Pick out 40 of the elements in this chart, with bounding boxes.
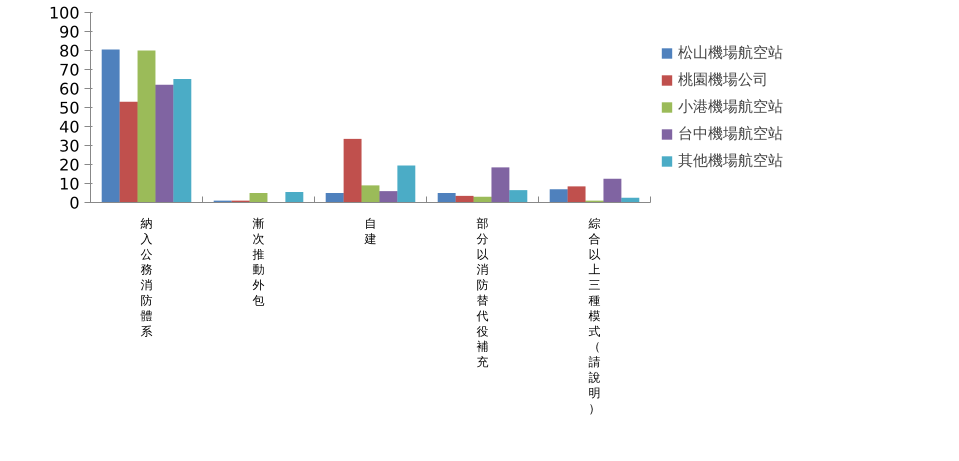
bar <box>397 165 416 202</box>
y-tick-label: 90 <box>59 22 80 42</box>
y-tick-label: 70 <box>59 60 80 80</box>
bar <box>509 190 528 202</box>
bar <box>102 50 120 202</box>
legend-label: 桃園機場公司 <box>678 70 768 90</box>
bar <box>603 178 622 202</box>
bar <box>173 79 192 202</box>
bar <box>138 50 156 202</box>
bar <box>285 192 304 202</box>
bar <box>456 196 474 202</box>
y-tick-label: 10 <box>59 174 80 194</box>
y-tick-label: 0 <box>69 194 80 212</box>
x-tick-label: 漸次推動外包 <box>252 216 264 308</box>
bar <box>344 138 362 202</box>
bar <box>491 167 510 202</box>
bar <box>326 193 344 202</box>
y-tick-label: 50 <box>59 98 80 118</box>
legend-label: 台中機場航空站 <box>678 124 783 144</box>
category-label: 部分以消防替代役補充 <box>476 216 488 370</box>
x-tick-label: 自建 <box>364 216 376 246</box>
legend-label: 小港機場航空站 <box>678 98 783 116</box>
bar <box>550 189 568 202</box>
y-tick-label: 30 <box>59 136 80 156</box>
y-tick-label: 40 <box>59 118 80 136</box>
bar <box>379 191 398 202</box>
bar <box>155 84 174 202</box>
y-tick-label: 20 <box>59 156 80 174</box>
bar <box>250 193 268 202</box>
bar <box>438 193 456 202</box>
bar <box>120 102 138 202</box>
x-tick-label: 納入公務消防體系 <box>140 216 152 338</box>
bar <box>568 186 586 202</box>
y-tick-label: 60 <box>59 80 80 98</box>
legend-label: 其他機場航空站 <box>678 152 783 170</box>
y-tick-label: 80 <box>59 42 80 60</box>
legend-label: 松山機場航空站 <box>678 44 783 62</box>
y-tick-label: 100 <box>48 4 80 22</box>
category-label: 綜合以上三種模式（請說明） <box>588 216 600 416</box>
bar <box>362 185 380 202</box>
